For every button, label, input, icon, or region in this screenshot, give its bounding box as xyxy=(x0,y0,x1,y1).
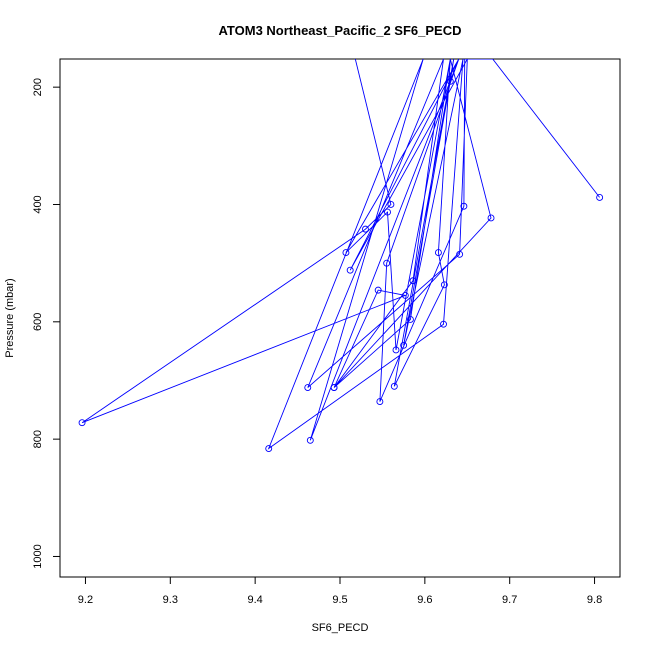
y-axis-label: Pressure (mbar) xyxy=(4,278,16,357)
data-point xyxy=(446,77,454,85)
data-point xyxy=(390,382,398,390)
data-point xyxy=(409,277,417,285)
data-point xyxy=(392,346,400,354)
data-point xyxy=(376,398,384,406)
data-point xyxy=(374,286,382,294)
data-point xyxy=(440,281,448,289)
data-point xyxy=(330,384,338,391)
data-point xyxy=(434,249,442,257)
data-point xyxy=(406,316,414,323)
data-point xyxy=(362,225,369,233)
data-point xyxy=(384,208,391,216)
x-tick-label: 9.2 xyxy=(78,594,93,606)
data-point xyxy=(78,419,86,427)
y-tick-label: 600 xyxy=(32,313,44,331)
data-point xyxy=(387,201,395,208)
y-axis: 200 400 600 800 1000 xyxy=(32,78,60,569)
data-point xyxy=(400,341,408,349)
y-tick-label: 200 xyxy=(32,78,44,96)
y-tick-label: 800 xyxy=(32,430,44,448)
data-point xyxy=(456,250,464,258)
x-tick-label: 9.4 xyxy=(248,594,263,606)
x-tick-label: 9.5 xyxy=(332,594,347,606)
x-tick-label: 9.8 xyxy=(587,594,602,606)
data-point xyxy=(342,249,350,257)
x-tick-label: 9.6 xyxy=(417,594,432,606)
x-axis: 9.2 9.3 9.4 9.5 9.6 9.7 9.8 xyxy=(78,577,602,606)
data-point xyxy=(346,266,354,274)
x-tick-label: 9.7 xyxy=(502,594,517,606)
data-point xyxy=(401,291,409,299)
data-point xyxy=(265,445,273,452)
chart-title: ATOM3 Northeast_Pacific_2 SF6_PECD xyxy=(219,23,462,38)
plot-frame xyxy=(59,58,621,578)
data-point xyxy=(460,202,468,210)
data-point xyxy=(440,320,447,328)
data-point xyxy=(487,214,495,222)
data-point xyxy=(596,193,604,201)
x-tick-label: 9.3 xyxy=(163,594,178,606)
data-point xyxy=(383,259,391,267)
x-axis-label: SF6_PECD xyxy=(312,622,369,634)
plot-area xyxy=(78,59,604,452)
data-point xyxy=(306,436,314,444)
y-tick-label: 1000 xyxy=(32,544,44,568)
y-tick-label: 400 xyxy=(32,195,44,213)
data-point xyxy=(304,384,312,391)
series-line xyxy=(81,59,600,450)
